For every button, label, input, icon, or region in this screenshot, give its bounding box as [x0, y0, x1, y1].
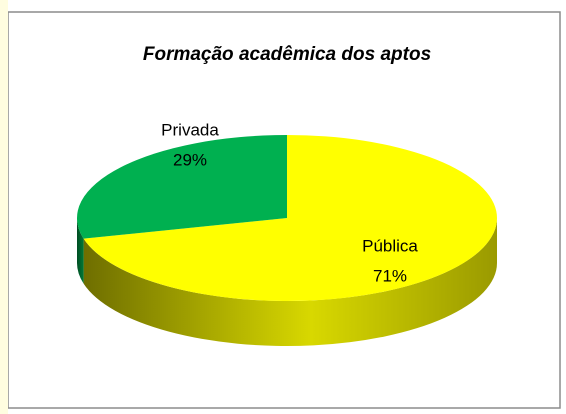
- slice: [83, 135, 497, 301]
- slice: [76, 135, 287, 239]
- value-label: 71%: [373, 266, 407, 285]
- slice-side: [83, 218, 498, 347]
- value-label: 29%: [173, 150, 207, 169]
- edge: [0, 0, 8, 414]
- slice-side: [77, 218, 84, 284]
- chart-title: Formação acadêmica dos aptos: [143, 44, 431, 65]
- slice-label: Pública: [362, 236, 418, 255]
- slice-label: Privada: [161, 120, 219, 139]
